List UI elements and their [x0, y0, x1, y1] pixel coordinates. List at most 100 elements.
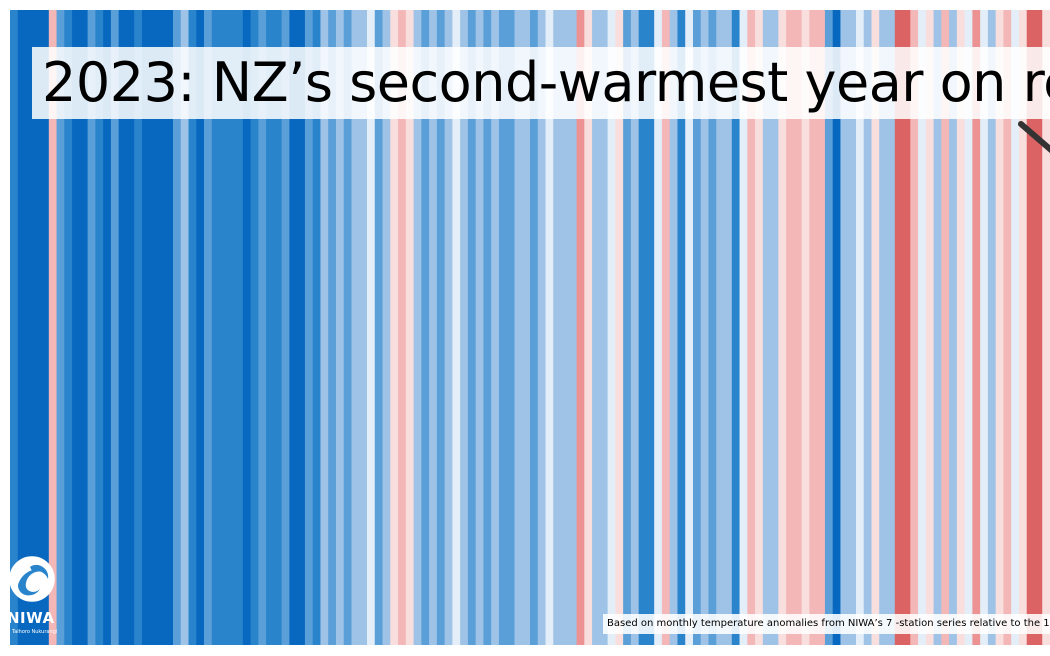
stripe [460, 10, 469, 645]
stripe [793, 10, 803, 645]
stripe [809, 10, 818, 645]
stripe [553, 10, 562, 645]
stripe [661, 10, 671, 645]
logo-wordmark: NIWA [7, 609, 55, 627]
stripe [110, 10, 120, 645]
stripe [134, 10, 143, 645]
stripe [452, 10, 461, 645]
stripe [266, 10, 275, 645]
stripe [304, 10, 314, 645]
stripe [530, 10, 539, 645]
stripe [196, 10, 205, 645]
stripe [918, 10, 927, 645]
stripe [537, 10, 547, 645]
stripe [545, 10, 554, 645]
stripe [367, 10, 376, 645]
stripe [630, 10, 640, 645]
stripe [491, 10, 500, 645]
stripe [801, 10, 810, 645]
stripe [157, 10, 166, 645]
stripe [669, 10, 679, 645]
niwa-logo: NIWA Taihoro Nukurangi [4, 553, 62, 639]
stripe [320, 10, 329, 645]
stripe [980, 10, 989, 645]
chart-title: 2023: NZ’s second-warmest year on record [42, 51, 1050, 114]
stripe [685, 10, 694, 645]
stripe [817, 10, 826, 645]
stripe [755, 10, 764, 645]
stripe [351, 10, 360, 645]
stripe [964, 10, 973, 645]
stripe [576, 10, 585, 645]
stripe [250, 10, 259, 645]
stripe [87, 10, 96, 645]
stripe [506, 10, 516, 645]
stripe [273, 10, 283, 645]
stripe [242, 10, 252, 645]
stripe [599, 10, 609, 645]
stripe [832, 10, 842, 645]
stripe [289, 10, 298, 645]
stripe [374, 10, 384, 645]
stripe [638, 10, 648, 645]
stripe [172, 10, 182, 645]
stripe [343, 10, 353, 645]
stripe [855, 10, 865, 645]
stripe [328, 10, 337, 645]
stripe [1011, 10, 1020, 645]
stripe [1003, 10, 1012, 645]
stripe [126, 10, 135, 645]
stripe [770, 10, 779, 645]
stripe [281, 10, 290, 645]
stripe [1034, 10, 1043, 645]
stripe [724, 10, 733, 645]
stripe [258, 10, 267, 645]
annotation-arrow [1018, 121, 1050, 154]
stripe [149, 10, 159, 645]
stripe [910, 10, 919, 645]
stripe [925, 10, 935, 645]
stripe [204, 10, 213, 645]
stripe [700, 10, 710, 645]
stripe [863, 10, 873, 645]
stripe [103, 10, 112, 645]
stripe [235, 10, 244, 645]
stripe [118, 10, 128, 645]
stripe [615, 10, 624, 645]
stripe [933, 10, 942, 645]
stripe [716, 10, 725, 645]
stripe [824, 10, 834, 645]
stripe [592, 10, 601, 645]
stripe [56, 10, 65, 645]
stripe [219, 10, 228, 645]
stripe [987, 10, 997, 645]
stripe [677, 10, 686, 645]
stripe [762, 10, 772, 645]
stripe [568, 10, 578, 645]
stripe [995, 10, 1005, 645]
stripe [879, 10, 888, 645]
stripe [312, 10, 322, 645]
stripe [894, 10, 904, 645]
stripe [739, 10, 748, 645]
stripe [1026, 10, 1036, 645]
stripe [561, 10, 570, 645]
logo-tagline: Taihoro Nukurangi [12, 629, 58, 635]
stripe [848, 10, 857, 645]
stripe [786, 10, 795, 645]
stripe [708, 10, 717, 645]
stripe [297, 10, 306, 645]
stripe [227, 10, 236, 645]
stripe [64, 10, 73, 645]
stripe [335, 10, 345, 645]
stripe [436, 10, 446, 645]
stripe [211, 10, 221, 645]
stripe [382, 10, 391, 645]
stripe [871, 10, 880, 645]
stripe [514, 10, 523, 645]
stripe [79, 10, 89, 645]
stripe [421, 10, 430, 645]
stripe [840, 10, 849, 645]
